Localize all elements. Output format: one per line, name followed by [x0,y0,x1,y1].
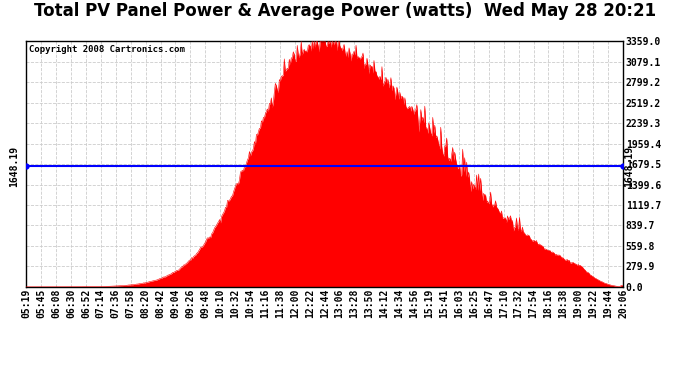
Text: Copyright 2008 Cartronics.com: Copyright 2008 Cartronics.com [29,45,185,54]
Text: 1648.19: 1648.19 [9,146,19,187]
Text: Total PV Panel Power & Average Power (watts)  Wed May 28 20:21: Total PV Panel Power & Average Power (wa… [34,2,656,20]
Text: 1648.19: 1648.19 [624,146,634,187]
